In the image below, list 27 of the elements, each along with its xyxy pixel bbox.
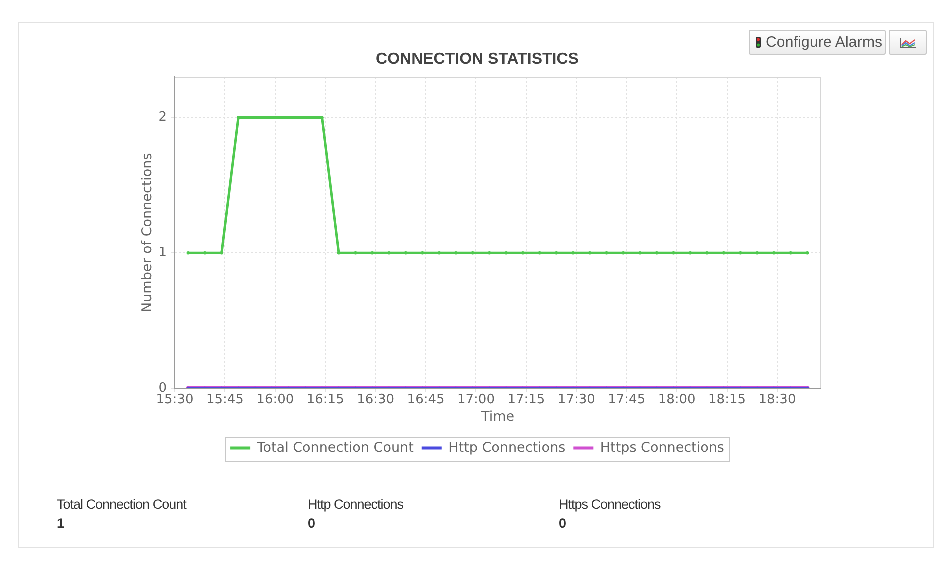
x-tick-label: 18:15 xyxy=(708,392,746,408)
x-tick-label: 18:00 xyxy=(658,392,696,408)
text: 0 xyxy=(559,516,567,531)
legend-label: Http Connections xyxy=(448,440,566,456)
legend-label: Total Connection Count xyxy=(256,440,414,456)
x-tick-label: 15:30 xyxy=(156,392,194,408)
text: Total Connection Count xyxy=(57,497,186,512)
chart-title: CONNECTION STATISTICS xyxy=(376,51,580,68)
legend-label: Https Connections xyxy=(600,440,724,456)
x-tick-label: 18:30 xyxy=(758,392,796,408)
text: Http Connections xyxy=(308,497,404,512)
x-axis-title: Time xyxy=(480,408,515,425)
x-tick-label: 17:45 xyxy=(608,392,646,408)
x-tick-label: 16:00 xyxy=(256,392,294,408)
y-tick-label: 2 xyxy=(158,110,167,126)
x-tick-label: 15:45 xyxy=(206,392,244,408)
x-tick-label: 16:45 xyxy=(407,392,445,408)
x-tick-label: 17:30 xyxy=(558,392,596,408)
x-tick-label: 16:30 xyxy=(357,392,395,408)
y-tick-label: 1 xyxy=(158,246,167,261)
text: Https Connections xyxy=(559,497,661,512)
x-tick-label: 16:15 xyxy=(306,392,344,408)
x-tick-label: 17:15 xyxy=(508,392,546,408)
x-tick-label: 17:00 xyxy=(458,392,495,408)
y-axis-title: Number of Connections xyxy=(140,153,156,312)
text: 1 xyxy=(57,516,65,531)
text: 0 xyxy=(308,516,316,531)
